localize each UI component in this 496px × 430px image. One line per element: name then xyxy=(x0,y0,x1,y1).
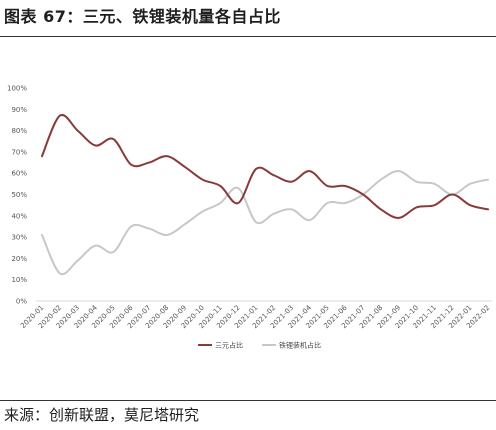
y-tick-label: 30% xyxy=(11,234,27,242)
legend-sanyuan-label: 三元占比 xyxy=(215,341,243,350)
y-tick-label: 10% xyxy=(11,276,27,284)
figure-title: 图表 67：三元、铁锂装机量各自占比 xyxy=(4,7,281,26)
y-axis-ticks: 0% 10% 20% 30% 40% 50% 60% 70% 80% 90% 100% xyxy=(7,85,27,306)
y-tick-label: 70% xyxy=(11,148,27,156)
title-rule xyxy=(0,36,496,37)
x-axis-ticks: 2020-012020-022020-032020-042020-052020-… xyxy=(19,303,491,330)
y-tick-label: 20% xyxy=(11,255,27,263)
line-chart: 0% 10% 20% 30% 40% 50% 60% 70% 80% 90% 100% 2020-0… xyxy=(7,85,492,350)
y-tick-label: 40% xyxy=(11,212,27,220)
source-note: 来源：创新联盟，莫尼塔研究 xyxy=(4,406,200,424)
series-lines xyxy=(41,113,489,276)
series-sanyuan-line xyxy=(41,113,489,219)
y-tick-label: 60% xyxy=(11,170,27,178)
y-tick-label: 100% xyxy=(7,85,27,93)
y-tick-label: 50% xyxy=(11,191,27,199)
legend: 三元占比 铁锂装机占比 xyxy=(198,341,321,350)
legend-lfp-label: 铁锂装机占比 xyxy=(279,341,321,350)
source-rule xyxy=(0,400,496,401)
y-tick-label: 80% xyxy=(11,127,27,135)
series-lfp-line xyxy=(41,170,489,276)
y-tick-label: 90% xyxy=(11,106,27,114)
y-tick-label: 0% xyxy=(16,298,27,306)
